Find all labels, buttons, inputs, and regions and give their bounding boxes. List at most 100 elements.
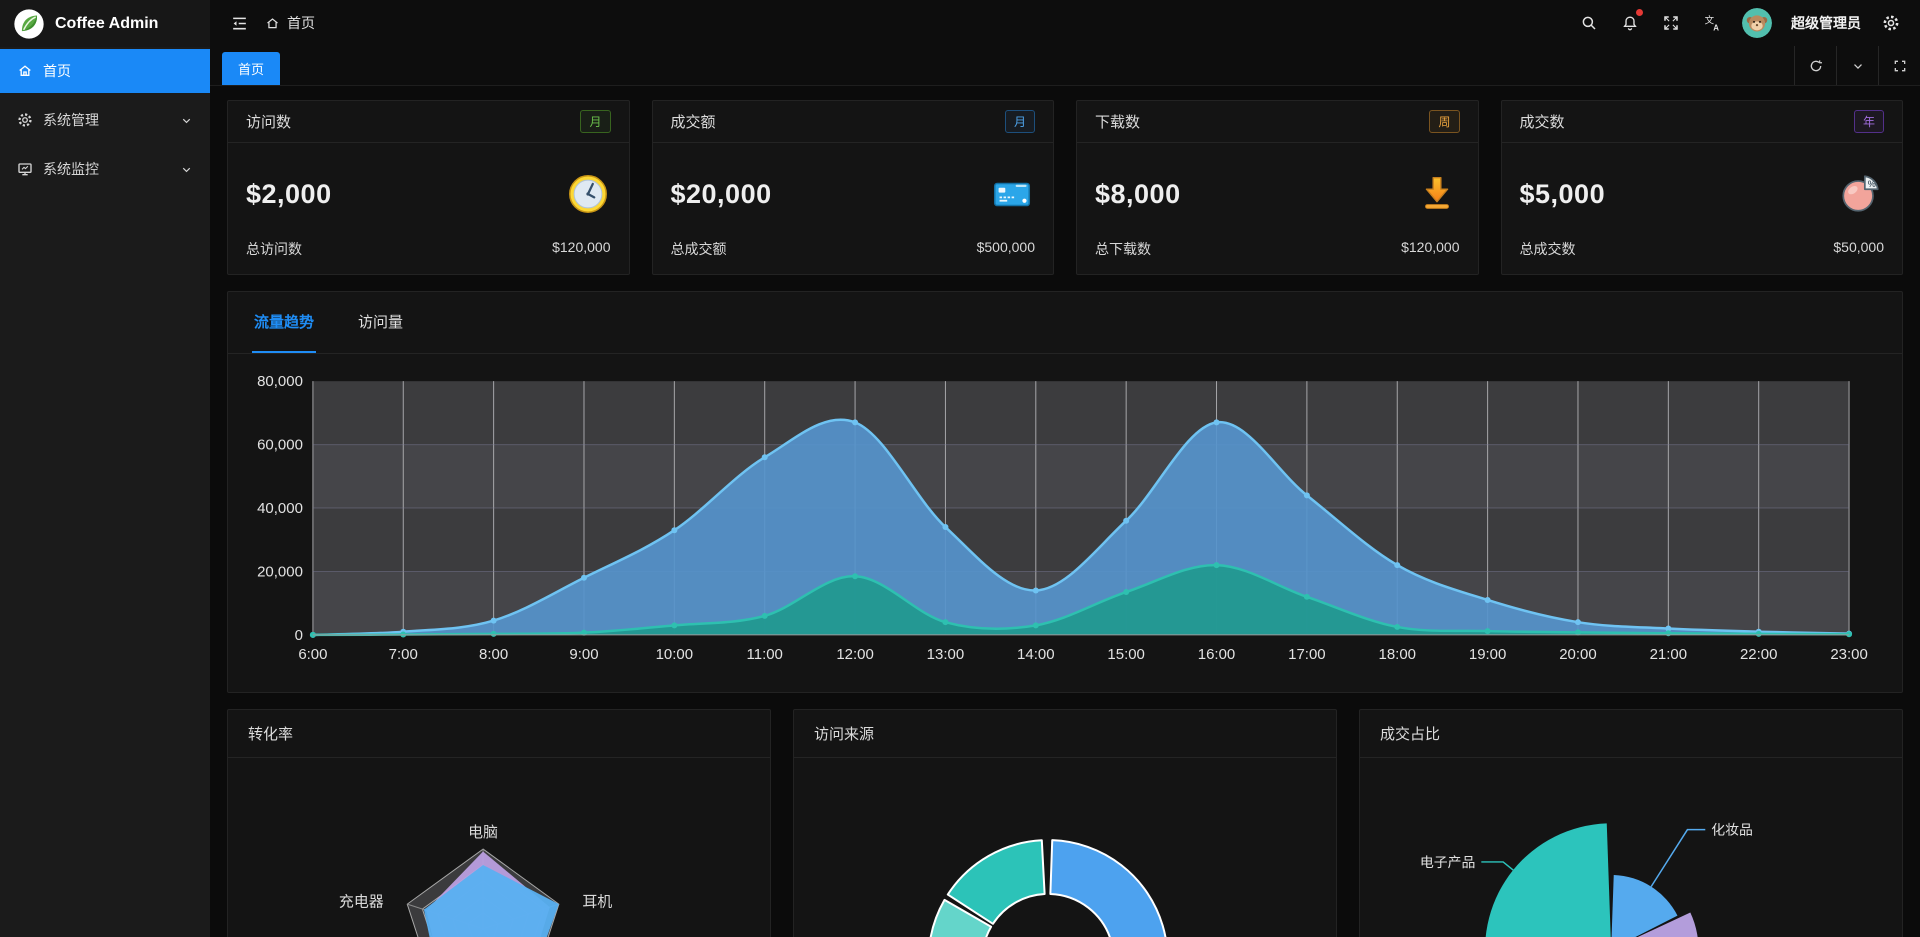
stat-value: $8,000 — [1095, 178, 1181, 209]
fullscreen-icon[interactable] — [1660, 12, 1682, 34]
svg-text:化妆品: 化妆品 — [1711, 822, 1753, 838]
rose-pie-chart: 电子产品 化妆品 — [1360, 758, 1902, 937]
stat-footer-label: 总成交额 — [670, 241, 727, 257]
stat-footer-value: $50,000 — [1833, 239, 1884, 255]
leaf-logo-icon — [13, 8, 45, 40]
breadcrumb-label: 首页 — [287, 15, 315, 31]
stat-card-title: 下载数 — [1095, 114, 1141, 131]
tab-visit-volume[interactable]: 访问量 — [358, 314, 404, 331]
sidebar-item-home[interactable]: 首页 — [0, 49, 210, 93]
svg-text:8:00: 8:00 — [479, 646, 508, 663]
pie-chart-icon: % — [1838, 171, 1884, 217]
app-title: Coffee Admin — [55, 14, 159, 32]
stat-card-deals: 成交数 年 $5,000 % — [1500, 100, 1903, 275]
settings-gear-icon[interactable] — [1880, 12, 1902, 34]
stat-card-row: 访问数 月 $2,000 — [227, 100, 1903, 275]
credit-card-icon — [989, 171, 1035, 217]
app-logo: Coffee Admin — [0, 0, 210, 47]
svg-text:15:00: 15:00 — [1107, 646, 1144, 663]
stat-card-downloads: 下载数 周 $8,000 — [1076, 100, 1479, 275]
translate-icon[interactable]: 文 A — [1701, 12, 1723, 34]
panel-title: 成交占比 — [1360, 710, 1902, 758]
stat-card-transaction-amount: 成交额 月 $20,000 — [651, 100, 1054, 275]
svg-text:7:00: 7:00 — [389, 646, 418, 663]
svg-text:A: A — [1713, 23, 1719, 32]
home-icon — [17, 63, 33, 79]
area-chart: 80,000 60,000 40,000 20,000 0 6:00 7:00 8:00 9:0… — [228, 354, 1902, 692]
svg-text:80,000: 80,000 — [257, 373, 303, 390]
download-icon — [1414, 171, 1460, 217]
period-badge: 年 — [1853, 110, 1884, 133]
stat-value: $5,000 — [1519, 178, 1606, 209]
svg-text:19:00: 19:00 — [1469, 646, 1506, 663]
stat-footer-value: $120,000 — [552, 239, 611, 255]
svg-text:12:00: 12:00 — [836, 646, 873, 663]
svg-text:13:00: 13:00 — [927, 646, 964, 663]
svg-text:0: 0 — [295, 627, 303, 644]
svg-text:文: 文 — [1704, 14, 1714, 26]
svg-text:%: % — [1868, 179, 1876, 189]
stat-value: $2,000 — [246, 178, 332, 209]
stat-footer-label: 总成交数 — [1519, 241, 1576, 257]
bottom-card-row: 转化率 电脑 耳机 充电器 访问来源 成交占比 电子产品 化妆品 — [227, 709, 1903, 937]
svg-text:23:00: 23:00 — [1830, 646, 1867, 663]
deal-share-card: 成交占比 电子产品 化妆品 — [1359, 709, 1903, 937]
svg-text:22:00: 22:00 — [1740, 646, 1777, 663]
chevron-down-icon[interactable] — [1836, 46, 1878, 85]
sidebar-item-label: 系统监控 — [43, 161, 99, 177]
trend-chart-card: 流量趋势 访问量 80,000 60,000 40,000 20,000 0 6:00 7:… — [227, 291, 1903, 693]
svg-text:11:00: 11:00 — [747, 646, 783, 663]
svg-text:21:00: 21:00 — [1650, 646, 1687, 663]
username[interactable]: 超级管理员 — [1791, 15, 1861, 31]
main-column: 首页 — [210, 0, 1920, 937]
stat-footer-value: $500,000 — [976, 239, 1035, 255]
home-icon — [265, 16, 280, 31]
notification-dot — [1636, 9, 1643, 16]
clock-icon — [565, 171, 611, 217]
chevron-down-icon — [180, 163, 193, 176]
period-badge: 月 — [580, 110, 611, 133]
trend-tabs: 流量趋势 访问量 — [228, 292, 1902, 354]
visit-source-card: 访问来源 — [793, 709, 1337, 937]
svg-text:20:00: 20:00 — [1559, 646, 1596, 663]
tabbar: 首页 — [210, 46, 1920, 86]
conversion-rate-card: 转化率 电脑 耳机 充电器 — [227, 709, 771, 937]
stat-card-title: 访问数 — [246, 114, 292, 131]
svg-text:18:00: 18:00 — [1379, 646, 1416, 663]
topbar-actions: 文 A 超级管理员 — [1578, 8, 1902, 38]
svg-text:60,000: 60,000 — [257, 437, 303, 454]
period-badge: 周 — [1429, 110, 1460, 133]
svg-text:9:00: 9:00 — [569, 646, 598, 663]
menu-fold-icon[interactable] — [228, 12, 250, 34]
stat-card-title: 成交额 — [670, 114, 716, 131]
stat-footer-label: 总访问数 — [246, 241, 302, 257]
svg-text:充电器: 充电器 — [339, 894, 384, 911]
donut-chart — [794, 758, 1336, 937]
refresh-icon[interactable] — [1794, 46, 1836, 85]
search-icon[interactable] — [1578, 12, 1600, 34]
tab-controls — [1794, 46, 1920, 85]
stat-card-title: 成交数 — [1519, 114, 1565, 131]
svg-text:16:00: 16:00 — [1198, 646, 1235, 663]
radar-chart: 电脑 耳机 充电器 — [228, 758, 770, 937]
content: 访问数 月 $2,000 — [210, 86, 1920, 937]
breadcrumb[interactable]: 首页 — [265, 13, 315, 33]
svg-text:14:00: 14:00 — [1017, 646, 1054, 663]
avatar[interactable] — [1742, 8, 1772, 38]
bell-icon[interactable] — [1619, 9, 1643, 34]
sidebar-item-label: 系统管理 — [43, 112, 99, 128]
chevron-down-icon — [180, 114, 193, 127]
sidebar: Coffee Admin 首页 系统管理 — [0, 0, 210, 937]
svg-text:10:00: 10:00 — [656, 646, 693, 663]
maximize-icon[interactable] — [1878, 46, 1920, 85]
sidebar-item-system-monitor[interactable]: 系统监控 — [0, 147, 210, 191]
svg-text:17:00: 17:00 — [1288, 646, 1325, 663]
tab-home[interactable]: 首页 — [222, 52, 281, 85]
sidebar-item-system-management[interactable]: 系统管理 — [0, 98, 210, 142]
stat-footer-value: $120,000 — [1401, 239, 1460, 255]
monitor-icon — [17, 161, 33, 177]
tab-traffic-trend[interactable]: 流量趋势 — [252, 292, 317, 353]
period-badge: 月 — [1004, 110, 1035, 133]
topbar: 首页 — [210, 0, 1920, 46]
